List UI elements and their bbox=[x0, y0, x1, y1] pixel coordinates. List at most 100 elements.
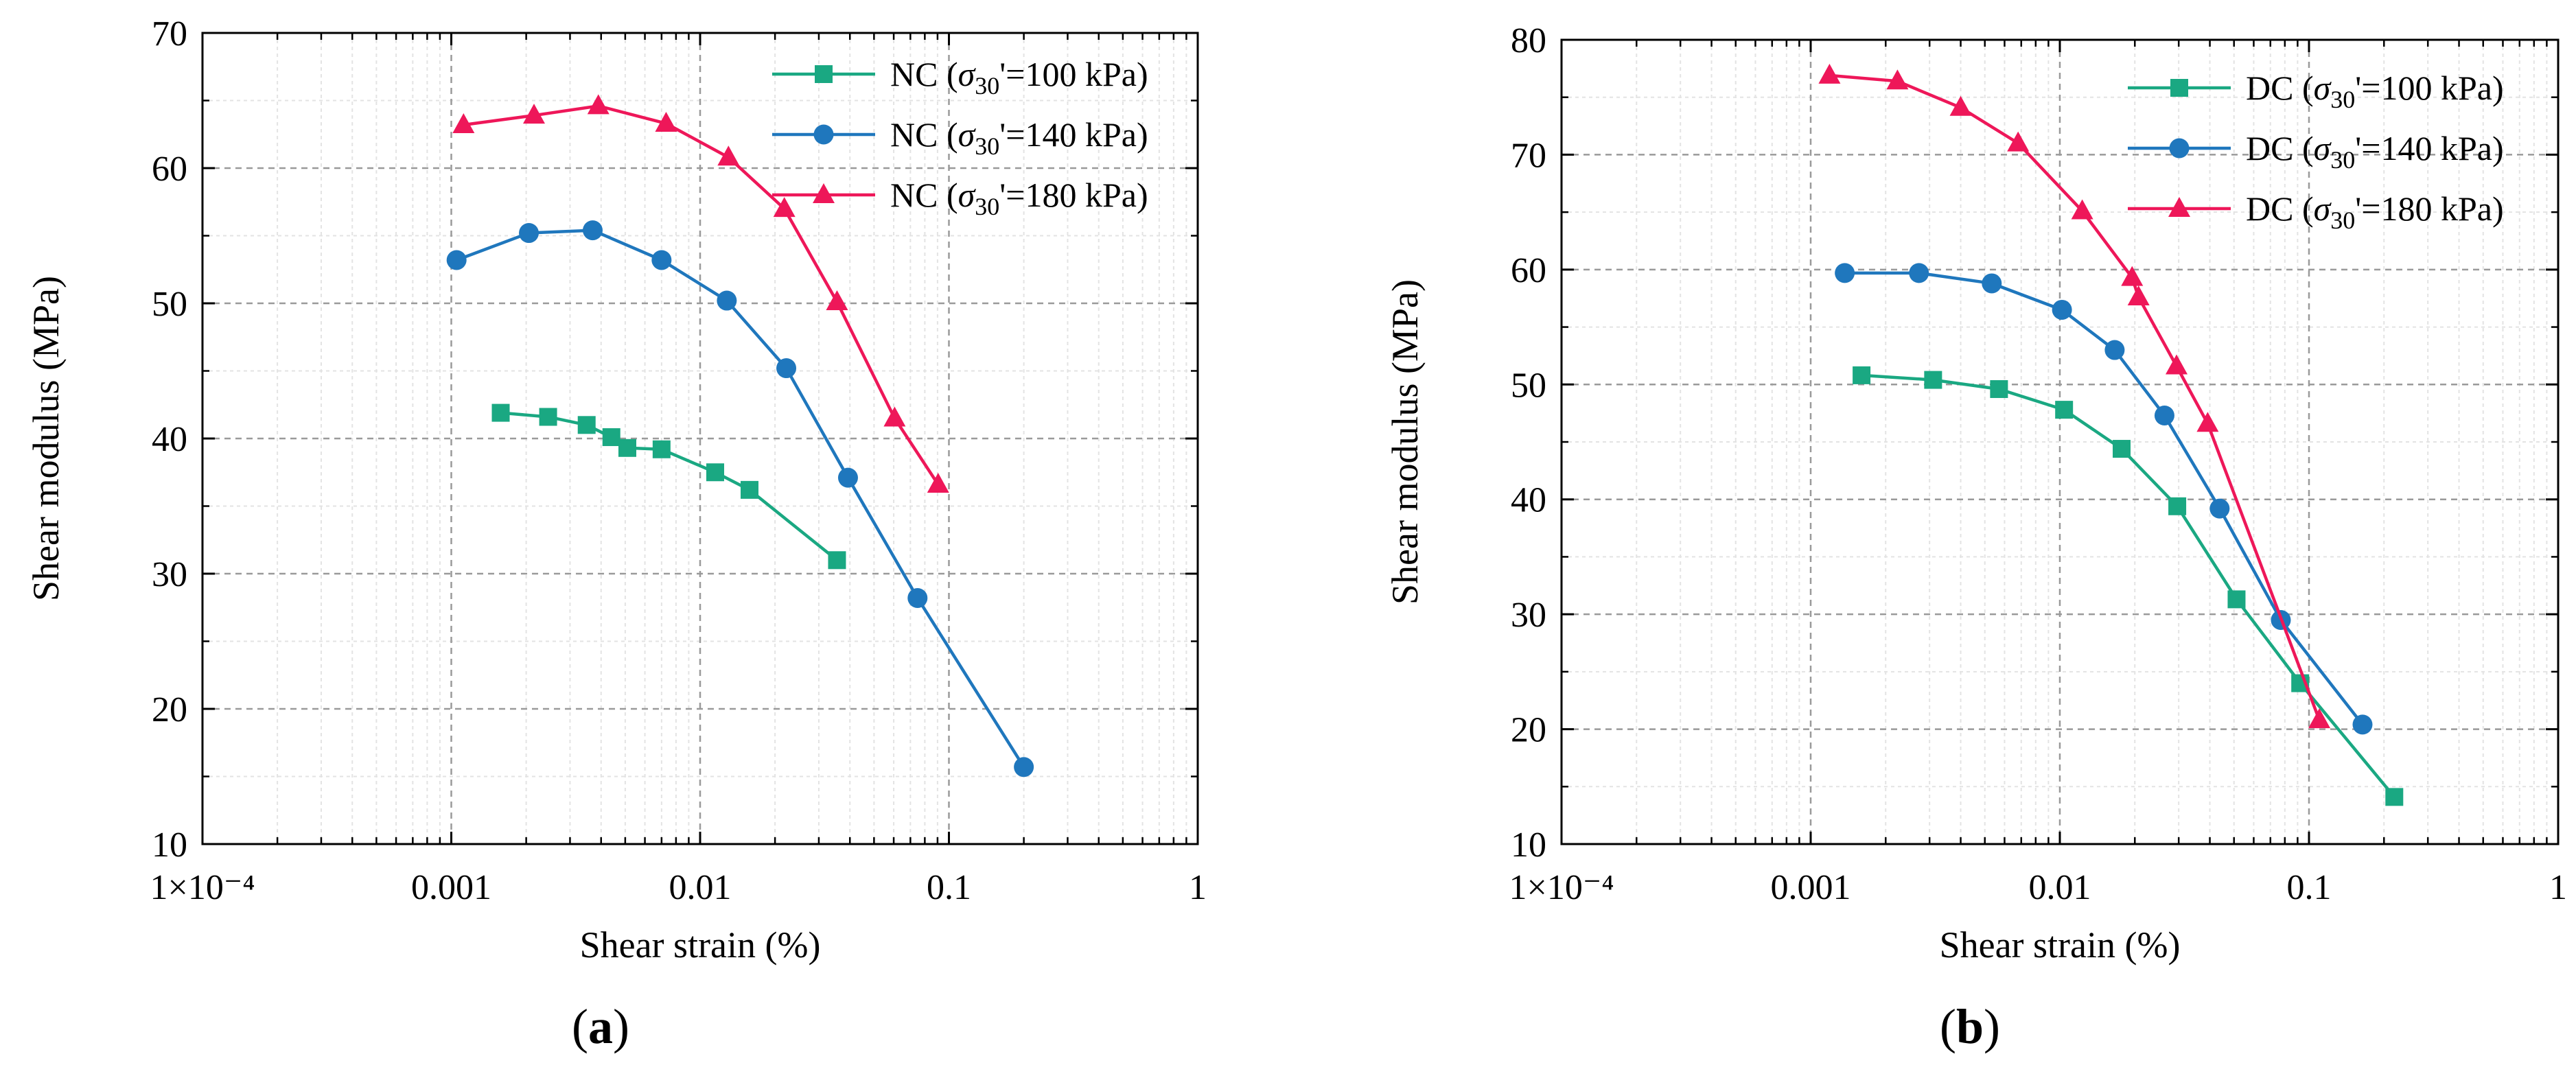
caption-close: ) bbox=[613, 999, 629, 1054]
data-point bbox=[1886, 69, 1909, 90]
data-point bbox=[1990, 379, 2008, 398]
y-tick-label: 20 bbox=[1511, 711, 1546, 750]
x-axis-title: Shear strain (%) bbox=[580, 924, 821, 966]
data-point bbox=[1014, 757, 1034, 777]
y-tick-label: 50 bbox=[152, 285, 187, 324]
data-point bbox=[2052, 299, 2072, 320]
data-point bbox=[577, 416, 596, 434]
legend-subscript: 30 bbox=[975, 72, 999, 100]
legend-sigma: σ bbox=[2314, 189, 2332, 228]
x-tick-label: 1 bbox=[2549, 868, 2567, 907]
x-tick-label: 0.1 bbox=[927, 868, 971, 907]
data-point bbox=[523, 104, 546, 124]
chart-panel-a: 1×10⁻⁴ 0.001 0.01 0.1 1 10 20 30 40 50 60 70 Shear s… bbox=[25, 14, 1207, 1054]
data-point bbox=[2196, 412, 2219, 432]
x-tick-label: 0.001 bbox=[1771, 868, 1851, 907]
legend-prefix: DC ( bbox=[2246, 69, 2314, 107]
data-point bbox=[717, 145, 740, 166]
y-axis-title: Shear modulus (MPa) bbox=[25, 276, 67, 601]
legend-suffix: '=180 kPa) bbox=[2355, 189, 2503, 228]
legend-marker bbox=[2169, 138, 2190, 159]
data-point bbox=[2352, 714, 2373, 735]
legend-label: NC (σ30'=180 kPa) bbox=[890, 176, 1148, 220]
legend-marker bbox=[813, 124, 834, 145]
legend-subscript: 30 bbox=[2330, 207, 2355, 234]
data-point bbox=[927, 472, 949, 493]
data-point bbox=[602, 428, 620, 447]
legend-item: DC (σ30'=180 kPa) bbox=[2128, 189, 2504, 234]
data-point bbox=[519, 223, 539, 244]
data-point bbox=[1909, 263, 1929, 283]
series-3 bbox=[1818, 63, 2331, 729]
data-point bbox=[651, 250, 672, 270]
data-point bbox=[826, 290, 848, 311]
data-point bbox=[828, 551, 846, 570]
series-1 bbox=[491, 404, 846, 570]
data-point bbox=[1835, 263, 1855, 283]
y-tick-label: 40 bbox=[152, 420, 187, 459]
grid-lines bbox=[202, 33, 1198, 844]
legend-item: NC (σ30'=100 kPa) bbox=[772, 55, 1148, 100]
data-point bbox=[452, 113, 475, 133]
legend-sigma: σ bbox=[2314, 129, 2332, 167]
caption-close: ) bbox=[1984, 999, 2000, 1054]
data-point bbox=[837, 467, 858, 488]
data-point bbox=[618, 438, 636, 457]
legend-item: NC (σ30'=180 kPa) bbox=[772, 176, 1148, 220]
y-tick-label: 30 bbox=[1511, 596, 1546, 635]
x-tick-label: 1×10⁻⁴ bbox=[1509, 868, 1614, 907]
data-point bbox=[655, 111, 677, 132]
legend-subscript: 30 bbox=[2330, 146, 2355, 174]
legend-prefix: DC ( bbox=[2246, 129, 2314, 167]
legend-label: DC (σ30'=140 kPa) bbox=[2246, 129, 2504, 174]
legend-marker bbox=[813, 183, 835, 203]
data-point bbox=[2121, 266, 2144, 286]
y-axis-title: Shear modulus (MPa) bbox=[1384, 279, 1426, 605]
data-point bbox=[907, 587, 928, 608]
x-tick-label: 0.01 bbox=[669, 868, 732, 907]
data-point bbox=[1924, 371, 1942, 389]
y-tick-label: 10 bbox=[1511, 826, 1546, 865]
data-point bbox=[2007, 131, 2030, 152]
legend-suffix: '=140 kPa) bbox=[2355, 129, 2503, 167]
legend-marker bbox=[2168, 197, 2190, 217]
panel-caption: (b) bbox=[1940, 999, 2000, 1054]
legend-marker bbox=[815, 65, 833, 83]
data-point bbox=[2227, 590, 2246, 609]
data-point bbox=[1818, 63, 1841, 84]
series-line bbox=[463, 104, 940, 486]
legend-label: DC (σ30'=100 kPa) bbox=[2246, 69, 2504, 113]
legend-suffix: '=100 kPa) bbox=[2355, 69, 2503, 107]
y-tick-label: 80 bbox=[1511, 21, 1546, 60]
data-point bbox=[2209, 498, 2230, 519]
panel-caption: (a) bbox=[572, 999, 629, 1054]
legend: DC (σ30'=100 kPa)DC (σ30'=140 kPa)DC (σ3… bbox=[2128, 69, 2504, 234]
y-tick-label: 20 bbox=[152, 690, 187, 729]
data-point bbox=[2385, 788, 2404, 806]
x-tick-label: 0.01 bbox=[2029, 868, 2091, 907]
y-tick-label: 70 bbox=[152, 14, 187, 54]
axis-ticks bbox=[1560, 38, 2560, 845]
data-point bbox=[2055, 401, 2074, 419]
y-tick-label: 10 bbox=[152, 826, 187, 865]
legend-label: DC (σ30'=180 kPa) bbox=[2246, 189, 2504, 234]
x-tick-label: 0.1 bbox=[2287, 868, 2332, 907]
data-point bbox=[1982, 273, 2002, 294]
y-tick-label: 70 bbox=[1511, 136, 1546, 175]
chart-panel-b: 1×10⁻⁴ 0.001 0.01 0.1 1 10 20 30 40 50 60 70 80 Shear… bbox=[1384, 21, 2567, 1054]
y-tick-label: 40 bbox=[1511, 481, 1546, 520]
data-point bbox=[2113, 440, 2131, 458]
data-point bbox=[539, 408, 557, 426]
data-point bbox=[587, 94, 610, 115]
x-tick-label: 1×10⁻⁴ bbox=[150, 868, 255, 907]
data-point bbox=[2154, 405, 2174, 425]
legend-item: NC (σ30'=140 kPa) bbox=[772, 115, 1148, 160]
data-point bbox=[717, 290, 737, 311]
series-1 bbox=[1853, 366, 2404, 806]
x-tick-label: 1 bbox=[1189, 868, 1207, 907]
data-point bbox=[491, 404, 510, 422]
series-line bbox=[1829, 73, 2321, 721]
legend-subscript: 30 bbox=[2330, 86, 2355, 113]
y-tick-label: 60 bbox=[1511, 251, 1546, 290]
legend-sigma: σ bbox=[958, 115, 977, 154]
